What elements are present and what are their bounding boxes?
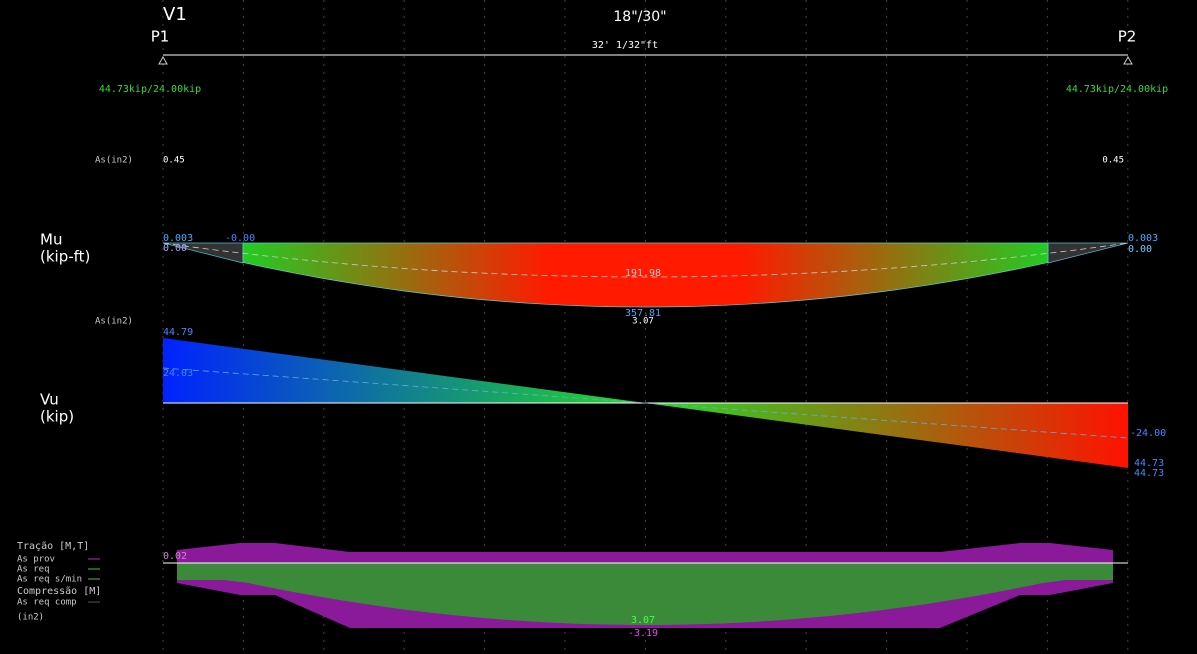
section: 18"/30" [613, 9, 666, 25]
moment-title: (kip-ft) [40, 248, 90, 266]
moment-service-max: 191.98 [625, 268, 661, 279]
as-value: 0.45 [163, 156, 185, 166]
support-label: P2 [1118, 28, 1137, 46]
as-value: 0.45 [1102, 156, 1124, 166]
shear-title: (kip) [40, 408, 74, 426]
moment-label: 0.00 [1128, 244, 1152, 255]
reaction: 44.73kip/24.00kip [99, 84, 201, 95]
moment-title: Mu [40, 231, 62, 249]
shear-title: Vu [40, 391, 59, 409]
as-max: 3.07 [632, 317, 654, 327]
as-req [177, 563, 1113, 625]
shear-label: 44.79 [163, 327, 193, 338]
shear-service [162, 367, 1129, 439]
as-req-max: 3.07 [631, 615, 655, 626]
shear-label: 44.73 [1134, 458, 1164, 469]
shear-negative [645, 403, 1128, 468]
reaction: 44.73kip/24.00kip [1066, 84, 1168, 95]
moment-max: 357.81 [625, 308, 661, 319]
as-prov-top [177, 543, 1113, 563]
shear-label: 44.73 [1134, 468, 1164, 479]
moment-diagram [242, 242, 1049, 308]
legend-item: As prov [17, 555, 55, 565]
moment-label: 0.00 [163, 243, 187, 254]
as-label: As(in2) [95, 156, 133, 166]
beam-name: V1 [163, 4, 187, 25]
legend-title: Tração [M,T] [17, 541, 89, 552]
moment-label: 0.003 [163, 233, 193, 244]
moment-label: 0.003 [1128, 233, 1158, 244]
legend-units: (in2) [17, 613, 44, 623]
shear-label: -24.00 [1130, 428, 1166, 439]
moment-service [162, 242, 1129, 278]
legend-item: As req [17, 565, 50, 575]
support-label: P1 [151, 28, 170, 46]
as-prov-max: -3.19 [628, 628, 658, 639]
support [158, 55, 1133, 65]
shear-positive [163, 338, 645, 403]
legend-title: Compressão [M] [17, 586, 101, 597]
reinf-end-value: 0.02 [163, 551, 187, 562]
span: 32' 1/32"ft [592, 40, 658, 51]
moment-label: -0.00 [225, 233, 255, 244]
legend-item: As req s/min [17, 575, 82, 585]
shear-label: 24.03 [163, 368, 193, 379]
legend-item: As req comp [17, 598, 77, 608]
as-label: As(in2) [95, 317, 133, 327]
